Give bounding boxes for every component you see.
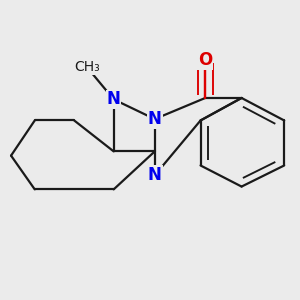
Text: O: O <box>198 51 212 69</box>
Text: N: N <box>107 90 121 108</box>
Text: N: N <box>148 166 162 184</box>
Text: CH₃: CH₃ <box>74 60 100 74</box>
Text: N: N <box>148 110 162 128</box>
